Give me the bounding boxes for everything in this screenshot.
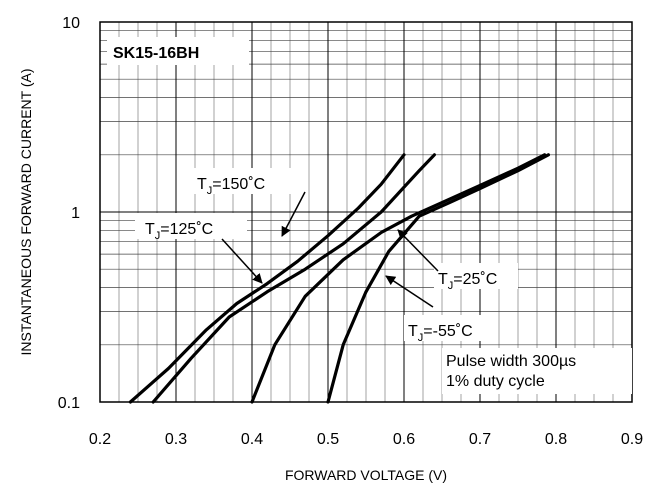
note-box (442, 348, 632, 394)
x-tick-label: 0.8 (545, 431, 567, 448)
y-tick-labels: 0.1 1 10 (58, 15, 80, 412)
arrow-150c (281, 191, 306, 237)
x-tick-label: 0.3 (165, 431, 187, 448)
arrow-25c (397, 229, 439, 272)
arrow-minus55c (385, 275, 434, 308)
x-tick-label: 0.5 (317, 431, 339, 448)
series-150c (128, 153, 406, 404)
label-125c: TJ=125˚C (135, 213, 247, 242)
x-tick-label: 0.4 (241, 431, 263, 448)
label-150c: TJ=150˚C (193, 168, 303, 197)
y-tick-label: 0.1 (58, 395, 80, 412)
series-layer (128, 153, 550, 404)
label-minus55c: TJ=-55˚C (404, 315, 496, 344)
y-tick-label: 1 (71, 205, 80, 222)
note-line-2: 1% duty cycle (446, 373, 545, 390)
x-tick-label: 0.7 (469, 431, 491, 448)
label-150c-bg (193, 168, 303, 194)
series-minus55c (326, 153, 550, 404)
y-tick-label: 10 (62, 15, 80, 32)
arrow-125c (221, 238, 263, 284)
label-125c-text: TJ=125˚C (145, 221, 213, 242)
label-25c-bg (434, 263, 518, 289)
x-tick-label: 0.6 (393, 431, 415, 448)
series-25c (250, 153, 547, 404)
title-box (107, 37, 249, 65)
label-minus55c-bg (404, 315, 496, 341)
x-tick-label: 0.9 (621, 431, 643, 448)
y-axis-title: INSTANTANEOUS FORWARD CURRENT (A) (18, 68, 34, 355)
plot-frame (99, 21, 633, 403)
label-150c-text: TJ=150˚C (197, 176, 265, 197)
label-25c: TJ=25˚C (434, 263, 518, 292)
note-line-1: Pulse width 300µs (446, 353, 576, 370)
series-125c (151, 153, 436, 404)
x-tick-label: 0.2 (89, 431, 111, 448)
x-axis-title: FORWARD VOLTAGE (V) (285, 467, 447, 483)
label-125c-bg (135, 213, 247, 239)
label-25c-text: TJ=25˚C (438, 271, 497, 292)
x-tick-labels: 0.2 0.3 0.4 0.5 0.6 0.7 0.8 0.9 (89, 431, 643, 448)
chart-title: SK15-16BH (113, 45, 199, 62)
label-minus55c-text: TJ=-55˚C (408, 323, 473, 344)
